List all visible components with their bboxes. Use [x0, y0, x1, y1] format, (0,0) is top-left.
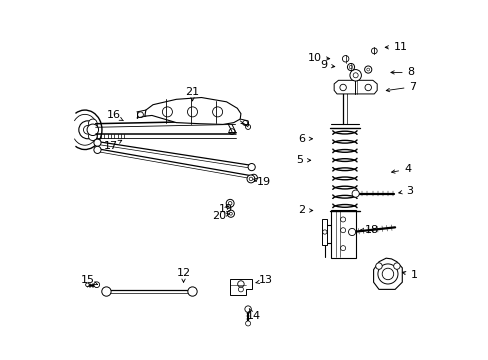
Circle shape [371, 48, 376, 54]
Circle shape [94, 146, 101, 153]
Text: 8: 8 [390, 67, 414, 77]
Text: 6: 6 [298, 134, 312, 144]
Text: 5: 5 [296, 155, 310, 165]
Circle shape [94, 282, 100, 288]
Text: 4: 4 [391, 164, 410, 174]
Text: 13: 13 [255, 275, 272, 285]
Text: 17: 17 [104, 140, 122, 151]
Text: 15: 15 [80, 275, 97, 285]
Text: 16: 16 [106, 111, 123, 121]
Circle shape [102, 287, 111, 296]
Circle shape [247, 163, 255, 171]
Circle shape [226, 199, 234, 207]
Circle shape [88, 119, 97, 128]
Circle shape [364, 66, 371, 73]
Circle shape [187, 287, 197, 296]
Text: 1: 1 [402, 270, 417, 280]
FancyBboxPatch shape [330, 210, 355, 258]
Text: 18: 18 [360, 225, 378, 235]
Circle shape [377, 264, 397, 284]
FancyBboxPatch shape [322, 219, 326, 245]
Text: 9: 9 [319, 60, 334, 70]
Text: 12: 12 [176, 268, 190, 282]
Circle shape [348, 228, 355, 235]
Circle shape [245, 321, 250, 326]
Text: 10: 10 [307, 53, 329, 63]
Circle shape [250, 174, 257, 181]
Circle shape [393, 263, 399, 269]
Polygon shape [144, 98, 241, 125]
Circle shape [346, 63, 354, 71]
Circle shape [94, 139, 101, 146]
Text: 21: 21 [185, 87, 199, 101]
Circle shape [351, 190, 359, 197]
Circle shape [246, 175, 254, 183]
Text: 7: 7 [386, 82, 416, 92]
Circle shape [88, 132, 97, 140]
Circle shape [79, 121, 97, 139]
Circle shape [227, 210, 234, 217]
Text: 14: 14 [246, 309, 260, 321]
Polygon shape [373, 258, 402, 289]
Text: 19: 19 [253, 177, 271, 187]
Circle shape [342, 55, 348, 62]
Polygon shape [333, 80, 376, 94]
Text: 11: 11 [385, 42, 407, 52]
Circle shape [85, 283, 89, 287]
Circle shape [349, 69, 361, 81]
Text: 19: 19 [218, 204, 232, 214]
Circle shape [375, 263, 382, 269]
Circle shape [87, 124, 99, 135]
Text: 20: 20 [212, 211, 229, 221]
Polygon shape [230, 279, 251, 295]
Circle shape [244, 306, 251, 312]
Text: 2: 2 [298, 206, 312, 216]
Text: 3: 3 [398, 186, 412, 196]
